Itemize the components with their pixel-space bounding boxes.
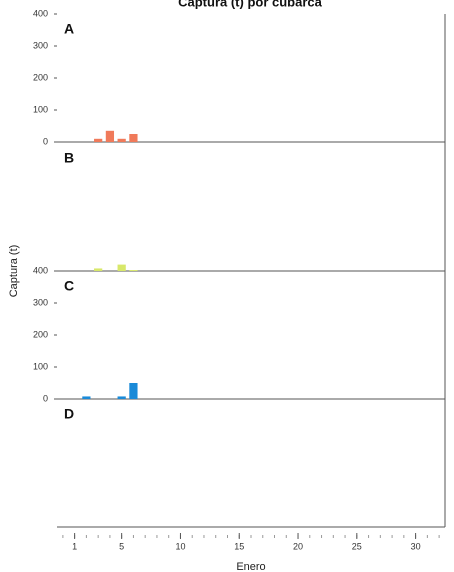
x-tick-label: 25 [352,541,362,551]
bar [105,130,115,142]
bar [129,270,138,271]
y-tick-label: 400 [33,265,48,275]
bar [117,396,126,399]
x-tick-label: 1 [72,541,77,551]
bar [129,134,138,142]
panel-label: B [64,150,74,166]
y-tick-label: 100 [33,361,48,371]
y-tick-label: 0 [43,136,48,146]
bar [129,383,138,399]
x-tick-label: 10 [175,541,185,551]
y-axis-label: Captura (t) [8,245,20,298]
bar [94,138,103,142]
panel-label: A [64,21,74,37]
chart-title: Captura (t) por cubarca [178,0,323,9]
y-tick-label: 400 [33,8,48,18]
panel-label: C [64,278,74,294]
bar [117,138,126,142]
x-tick-label: 15 [234,541,244,551]
x-tick-label: 5 [119,541,124,551]
y-tick-label: 300 [33,297,48,307]
x-tick-label: 20 [293,541,303,551]
x-tick-label: 30 [411,541,421,551]
bar [117,264,126,271]
bar [82,396,91,399]
y-tick-label: 0 [43,393,48,403]
panel-label: D [64,406,74,422]
y-tick-label: 200 [33,72,48,82]
y-tick-label: 300 [33,40,48,50]
y-tick-label: 100 [33,104,48,114]
x-axis-label: Enero [236,561,265,572]
bar [94,268,103,271]
y-tick-label: 200 [33,329,48,339]
